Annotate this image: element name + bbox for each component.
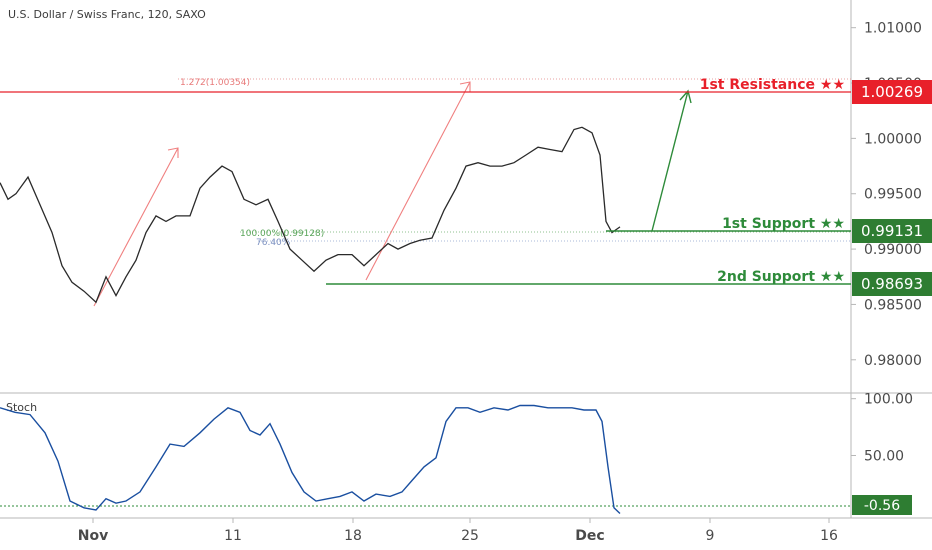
fib-retracement-label: 76.40% — [256, 238, 291, 248]
stoch-value-badge: -0.56 — [852, 495, 912, 515]
price-axis-ticks: 1.010001.005001.000000.995000.990000.985… — [851, 21, 922, 369]
price-tick-label: 0.98500 — [864, 297, 922, 313]
time-tick-label: 18 — [344, 528, 362, 544]
price-tick-label: 0.99000 — [864, 242, 922, 258]
stoch-axis-ticks: 100.00 50.00 — [851, 392, 913, 465]
time-tick-label: 11 — [224, 528, 242, 544]
support-2-price-badge: 0.98693 — [852, 272, 932, 296]
stoch-current-value: -0.56 — [864, 498, 900, 514]
support-2-price-value: 0.98693 — [861, 275, 923, 293]
support-1-price-badge: 0.99131 — [852, 219, 932, 243]
resistance-label: 1st Resistance ★★ — [700, 77, 845, 93]
stoch-tick-label: 50.00 — [864, 449, 904, 465]
resistance-price-badge: 1.00269 — [852, 80, 932, 104]
time-tick-label: 25 — [461, 528, 479, 544]
price-tick-label: 1.01000 — [864, 21, 922, 37]
resistance-price-value: 1.00269 — [861, 83, 923, 101]
stoch-tick-label: 100.00 — [864, 392, 913, 408]
support-2-label: 2nd Support ★★ — [717, 269, 845, 285]
fib-extension-label: 1.272(1.00354) — [180, 78, 250, 88]
stoch-series-line — [0, 404, 621, 515]
support-1-price-value: 0.99131 — [861, 222, 923, 240]
projection-arrow-1 — [93, 147, 179, 307]
projection-arrows — [93, 81, 471, 307]
time-axis-ticks: Nov 11 18 25 Dec 9 16 — [78, 518, 838, 544]
time-tick-label: Nov — [78, 528, 108, 544]
time-tick-label: Dec — [575, 528, 604, 544]
support-1-label: 1st Support ★★ — [722, 216, 845, 232]
time-tick-label: 9 — [706, 528, 715, 544]
price-tick-label: 0.99500 — [864, 187, 922, 203]
price-tick-label: 1.00000 — [864, 131, 922, 147]
price-tick-label: 0.98000 — [864, 353, 922, 369]
stoch-label: Stoch — [6, 401, 37, 414]
price-series-line — [0, 126, 621, 304]
fib-base-label: 100.00%(0.99128) — [240, 229, 324, 239]
target-arrow — [651, 89, 692, 232]
time-tick-label: 16 — [820, 528, 838, 544]
symbol-title: U.S. Dollar / Swiss Franc, 120, SAXO — [8, 8, 206, 21]
